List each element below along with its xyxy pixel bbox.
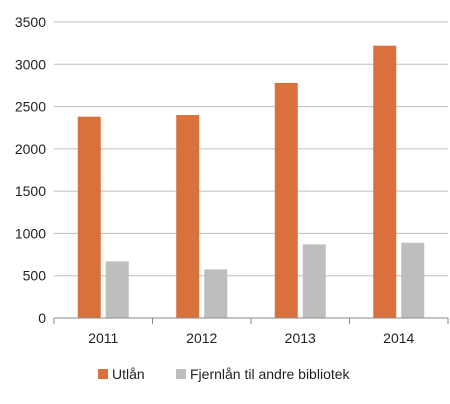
bar-utlan-2011 <box>77 116 101 318</box>
y-tick-label: 500 <box>23 268 47 284</box>
x-axis: 2011 2012 2013 2014 <box>53 317 449 346</box>
bar-utlan-2014 <box>373 45 397 319</box>
bar-fjernlan-2012 <box>204 269 228 318</box>
y-tick-label: 3500 <box>15 14 46 30</box>
bar-fjernlan-2011 <box>105 261 129 318</box>
bar-fjernlan-2013 <box>302 244 326 318</box>
x-tick-label: 2014 <box>383 330 414 346</box>
bar-utlan-2013 <box>274 82 298 319</box>
y-tick-label: 1500 <box>15 183 46 199</box>
x-tick-label: 2012 <box>186 330 217 346</box>
y-tick-label: 0 <box>38 310 46 326</box>
x-tick-label: 2013 <box>285 330 316 346</box>
gridlines <box>54 21 448 277</box>
bar-fjernlan-2014 <box>401 242 425 318</box>
legend-utlan-swatch <box>98 369 108 379</box>
y-tick-label: 3000 <box>15 56 46 72</box>
legend-utlan-label: Utlån <box>112 366 145 382</box>
y-axis: 0 500 1000 1500 2000 2500 3000 3500 <box>15 14 46 326</box>
legend-fjernlan-label: Fjernlån til andre bibliotek <box>190 366 351 382</box>
y-tick-label: 2500 <box>15 99 46 115</box>
x-tick-label: 2011 <box>88 330 118 346</box>
y-tick-label: 1000 <box>15 225 46 241</box>
y-tick-label: 2000 <box>15 141 46 157</box>
legend: Utlån Fjernlån til andre bibliotek <box>98 366 351 382</box>
legend-fjernlan-swatch <box>176 369 186 379</box>
bar-utlan-2012 <box>176 115 200 319</box>
bars <box>77 45 425 319</box>
